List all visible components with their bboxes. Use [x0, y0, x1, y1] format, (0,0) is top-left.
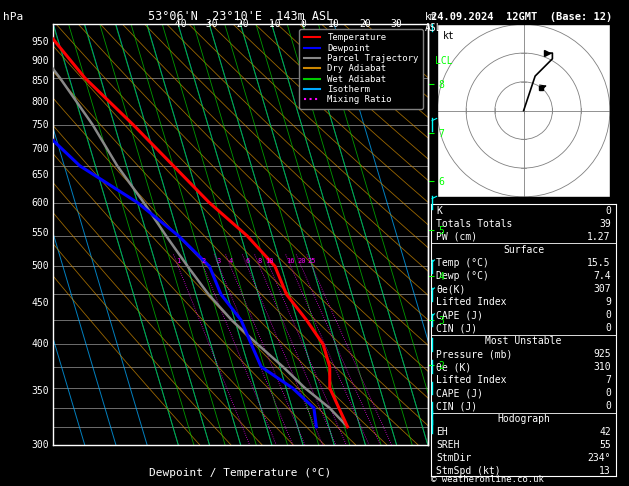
Text: 9: 9: [605, 297, 611, 307]
Text: 42: 42: [599, 427, 611, 437]
Text: 310: 310: [593, 362, 611, 372]
Text: 39: 39: [599, 219, 611, 229]
Text: -40: -40: [169, 19, 187, 29]
Text: CIN (J): CIN (J): [437, 323, 477, 333]
Text: -30: -30: [201, 19, 218, 29]
Text: 20: 20: [297, 258, 306, 264]
Text: EH: EH: [437, 427, 448, 437]
Text: LCL: LCL: [435, 56, 453, 66]
Text: 25: 25: [308, 258, 316, 264]
Text: 6: 6: [245, 258, 250, 264]
Text: 800: 800: [31, 97, 49, 107]
Text: Hodograph: Hodograph: [497, 414, 550, 424]
Text: 4: 4: [228, 258, 233, 264]
Text: 0: 0: [605, 388, 611, 398]
Text: 7: 7: [605, 375, 611, 385]
Text: Dewpoint / Temperature (°C): Dewpoint / Temperature (°C): [150, 468, 331, 478]
Text: 234°: 234°: [587, 453, 611, 463]
Text: 550: 550: [31, 228, 49, 238]
Text: 500: 500: [31, 261, 49, 271]
Text: 350: 350: [31, 386, 49, 396]
Text: Most Unstable: Most Unstable: [486, 336, 562, 346]
Text: 750: 750: [31, 120, 49, 130]
Text: 16: 16: [287, 258, 295, 264]
Text: 650: 650: [31, 170, 49, 180]
Text: 1.27: 1.27: [587, 232, 611, 242]
Text: 2: 2: [201, 258, 206, 264]
Text: 20: 20: [359, 19, 371, 29]
Text: 1: 1: [176, 258, 181, 264]
Text: 30: 30: [391, 19, 403, 29]
Text: 700: 700: [31, 144, 49, 154]
Text: 300: 300: [31, 440, 49, 450]
Title: 53°06'N  23°10'E  143m ASL: 53°06'N 23°10'E 143m ASL: [148, 10, 333, 23]
Text: Surface: Surface: [503, 245, 544, 255]
Text: © weatheronline.co.uk: © weatheronline.co.uk: [431, 474, 543, 484]
Text: PW (cm): PW (cm): [437, 232, 477, 242]
Text: -20: -20: [231, 19, 250, 29]
Text: θe (K): θe (K): [437, 362, 472, 372]
Text: 400: 400: [31, 339, 49, 349]
Text: 600: 600: [31, 198, 49, 208]
Text: km
ASL: km ASL: [425, 12, 442, 33]
Text: 3: 3: [217, 258, 221, 264]
Text: 0: 0: [605, 323, 611, 333]
Text: 850: 850: [31, 76, 49, 86]
Text: Dewp (°C): Dewp (°C): [437, 271, 489, 281]
Text: SREH: SREH: [437, 440, 460, 451]
Text: -10: -10: [263, 19, 281, 29]
Text: 307: 307: [593, 284, 611, 294]
Text: 950: 950: [31, 37, 49, 47]
Text: 925: 925: [593, 349, 611, 359]
Text: 13: 13: [599, 467, 611, 476]
Legend: Temperature, Dewpoint, Parcel Trajectory, Dry Adiabat, Wet Adiabat, Isotherm, Mi: Temperature, Dewpoint, Parcel Trajectory…: [299, 29, 423, 109]
Text: CAPE (J): CAPE (J): [437, 388, 484, 398]
Text: Lifted Index: Lifted Index: [437, 375, 507, 385]
Text: 0: 0: [300, 19, 306, 29]
Text: 8: 8: [257, 258, 262, 264]
Text: 0: 0: [605, 206, 611, 216]
Text: StmDir: StmDir: [437, 453, 472, 463]
Text: Lifted Index: Lifted Index: [437, 297, 507, 307]
Text: 900: 900: [31, 56, 49, 66]
Text: 10: 10: [328, 19, 340, 29]
Text: Temp (°C): Temp (°C): [437, 258, 489, 268]
Text: K: K: [437, 206, 442, 216]
Text: θe(K): θe(K): [437, 284, 466, 294]
Text: 450: 450: [31, 298, 49, 308]
Text: 10: 10: [265, 258, 274, 264]
Text: kt: kt: [443, 31, 454, 41]
Text: CAPE (J): CAPE (J): [437, 310, 484, 320]
Text: StmSpd (kt): StmSpd (kt): [437, 467, 501, 476]
Text: 0: 0: [605, 310, 611, 320]
Text: hPa: hPa: [3, 12, 23, 22]
Text: 0: 0: [605, 401, 611, 411]
Text: Pressure (mb): Pressure (mb): [437, 349, 513, 359]
Text: Totals Totals: Totals Totals: [437, 219, 513, 229]
Text: CIN (J): CIN (J): [437, 401, 477, 411]
Text: 7.4: 7.4: [593, 271, 611, 281]
Text: 55: 55: [599, 440, 611, 451]
Text: 15.5: 15.5: [587, 258, 611, 268]
Text: 24.09.2024  12GMT  (Base: 12): 24.09.2024 12GMT (Base: 12): [431, 12, 612, 22]
